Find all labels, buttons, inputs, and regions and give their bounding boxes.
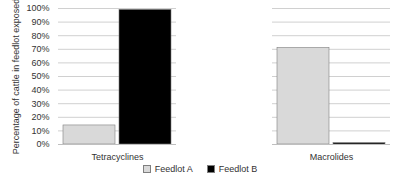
svg-text:40%: 40% <box>31 85 49 95</box>
svg-text:30%: 30% <box>31 99 49 109</box>
svg-text:50%: 50% <box>31 71 49 81</box>
svg-text:10%: 10% <box>31 126 49 136</box>
svg-text:100%: 100% <box>26 3 49 13</box>
svg-text:Macrolides: Macrolides <box>310 152 354 162</box>
html-text:Feedlot A: Feedlot A <box>154 164 193 174</box>
html-text:Feedlot B: Feedlot B <box>218 164 258 174</box>
svg-text:80%: 80% <box>31 31 49 41</box>
svg-text:Tetracyclines: Tetracyclines <box>91 152 144 162</box>
svg-text:60%: 60% <box>31 58 49 68</box>
svg-text:90%: 90% <box>31 17 49 27</box>
svg-text:70%: 70% <box>31 44 49 54</box>
svg-text:20%: 20% <box>31 112 49 122</box>
svg-text:0%: 0% <box>36 139 49 149</box>
svg-text:Percentage of cattle in feedlo: Percentage of cattle in feedlot exposed <box>11 0 21 154</box>
